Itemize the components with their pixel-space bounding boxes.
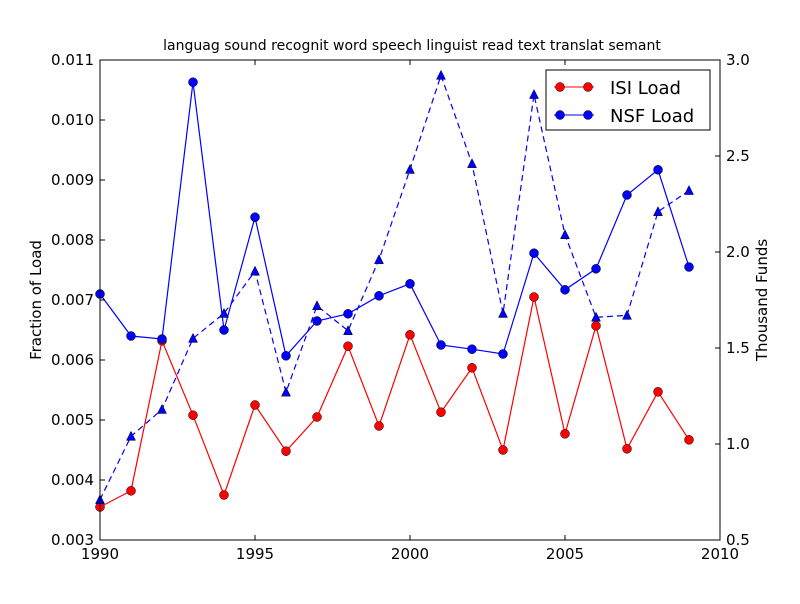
legend-isi-marker xyxy=(583,82,593,92)
nsf-load-point xyxy=(436,340,446,350)
nsf-load-point xyxy=(622,190,632,200)
isi-load-point xyxy=(312,412,322,422)
nsf-funds-point xyxy=(343,325,353,335)
y-right-tick-label: 0.5 xyxy=(726,531,750,549)
y-tick-label: 0.004 xyxy=(51,471,94,489)
isi-load-point xyxy=(560,429,570,439)
y-tick-label: 0.003 xyxy=(51,531,94,549)
nsf-load-point xyxy=(529,248,539,258)
nsf-load-point xyxy=(157,334,167,344)
legend-isi-label: ISI Load xyxy=(610,78,681,99)
nsf-funds-point xyxy=(219,307,229,318)
isi-load-point xyxy=(653,387,663,397)
nsf-load-point xyxy=(560,285,570,295)
isi-load-point xyxy=(281,446,291,456)
y-axis-label: Fraction of Load xyxy=(27,240,45,360)
nsf-load-point xyxy=(591,264,601,274)
nsf-funds-point xyxy=(591,311,601,322)
nsf-load-point xyxy=(343,309,353,319)
nsf-funds-point xyxy=(498,307,508,318)
y-right-tick-label: 2.0 xyxy=(726,243,750,261)
legend-isi-marker xyxy=(555,82,565,92)
isi-load-point xyxy=(498,445,508,455)
nsf-load-point xyxy=(219,325,229,335)
nsf-funds-point xyxy=(622,309,632,320)
nsf-funds-point xyxy=(188,332,198,343)
y-right-tick-label: 3.0 xyxy=(726,51,750,69)
nsf-load-point xyxy=(653,165,663,175)
nsf-load-point xyxy=(467,344,477,354)
nsf-load-point xyxy=(405,279,415,289)
x-tick-label: 1995 xyxy=(236,545,274,563)
y-right-tick-label: 2.5 xyxy=(726,147,750,165)
nsf-load-point xyxy=(250,212,260,222)
x-tick-label: 1990 xyxy=(81,545,119,563)
legend-box xyxy=(545,69,711,131)
nsf-load-line xyxy=(99,82,690,358)
x-tick-label: 2000 xyxy=(391,545,429,563)
isi-load-point xyxy=(436,407,446,417)
isi-load-point xyxy=(343,341,353,351)
isi-load-line xyxy=(99,296,690,508)
nsf-funds-point xyxy=(467,158,477,168)
isi-load-point xyxy=(467,363,477,373)
y-tick-label: 0.011 xyxy=(51,51,94,69)
y-tick-label: 0.010 xyxy=(51,111,94,129)
isi-load-point xyxy=(250,400,260,410)
y-tick-label: 0.008 xyxy=(51,231,94,249)
isi-load-point xyxy=(126,486,136,496)
y-tick-label: 0.009 xyxy=(51,171,94,189)
isi-load-point xyxy=(188,410,198,420)
legend-nsf-marker xyxy=(583,110,593,120)
x-tick-label: 2005 xyxy=(546,545,584,563)
nsf-funds-point xyxy=(653,206,663,216)
y-tick-label: 0.007 xyxy=(51,291,94,309)
legend: ISI Load NSF Load xyxy=(545,69,711,131)
nsf-funds-point xyxy=(684,185,694,195)
nsf-funds-point xyxy=(250,265,260,276)
nsf-funds-point xyxy=(405,163,415,174)
y-right-tick-label: 1.0 xyxy=(726,435,750,453)
nsf-funds-point xyxy=(281,386,291,397)
nsf-funds-point xyxy=(436,69,446,80)
nsf-load-point xyxy=(312,316,322,326)
nsf-funds-point xyxy=(126,430,136,441)
plot-frame xyxy=(99,59,721,541)
nsf-funds-point xyxy=(529,89,539,99)
y-axis-right-label: Thousand Funds xyxy=(753,239,771,362)
nsf-funds-line xyxy=(99,73,690,500)
nsf-load-point xyxy=(188,77,198,87)
y-right-tick-label: 1.5 xyxy=(726,339,750,357)
isi-load-point xyxy=(219,490,229,500)
isi-load-point xyxy=(591,321,601,331)
nsf-load-point xyxy=(374,291,384,301)
nsf-funds-point xyxy=(560,229,570,239)
chart-title: languag sound recognit word speech lingu… xyxy=(163,38,661,54)
y-tick-label: 0.005 xyxy=(51,411,94,429)
nsf-load-point xyxy=(126,331,136,341)
legend-nsf-label: NSF Load xyxy=(610,106,694,127)
nsf-funds-point xyxy=(157,403,167,414)
isi-load-point xyxy=(684,435,694,445)
legend-nsf-marker xyxy=(555,110,565,120)
isi-load-point xyxy=(622,444,632,454)
x-tick-label: 2010 xyxy=(701,545,739,563)
isi-load-point xyxy=(374,421,384,431)
nsf-load-point xyxy=(684,262,694,272)
nsf-load-point xyxy=(281,351,291,361)
nsf-load-point xyxy=(498,349,508,359)
y-tick-label: 0.006 xyxy=(51,351,94,369)
nsf-funds-point xyxy=(374,254,384,264)
isi-load-point xyxy=(405,330,415,340)
nsf-funds-point xyxy=(312,300,322,311)
isi-load-point xyxy=(529,292,539,302)
